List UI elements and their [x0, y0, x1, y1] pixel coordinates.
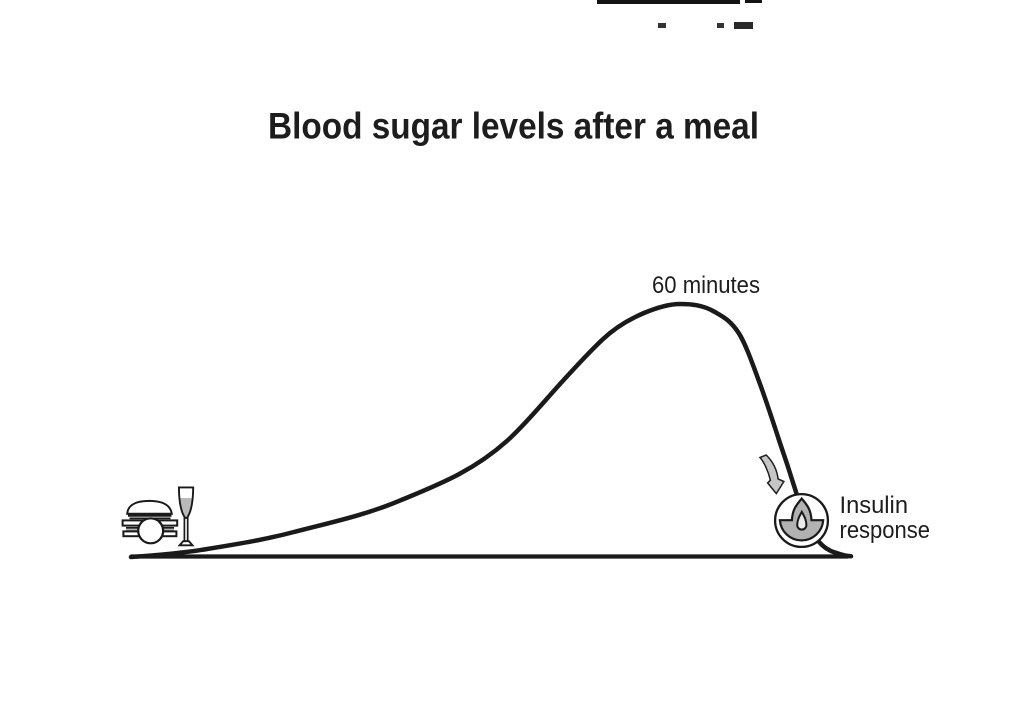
svg-text:Insulin: Insulin	[840, 492, 909, 519]
svg-text:response: response	[840, 517, 931, 544]
svg-text:60 minutes: 60 minutes	[652, 272, 760, 299]
svg-text:Blood sugar levels after a mea: Blood sugar levels after a meal	[268, 105, 759, 147]
